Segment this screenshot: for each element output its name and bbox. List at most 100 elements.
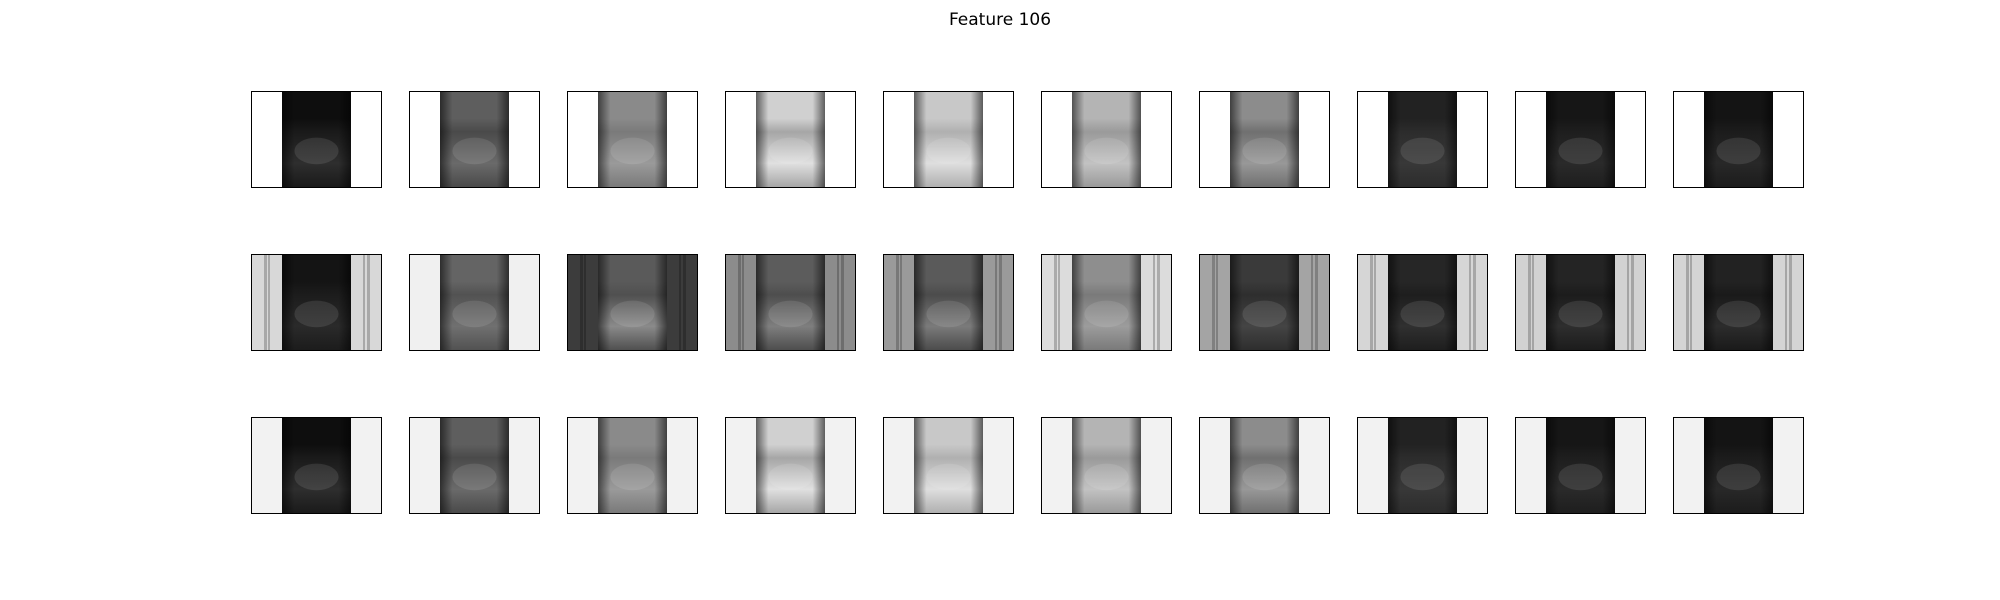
feature-panel <box>409 417 540 514</box>
edge-stripe <box>584 255 586 350</box>
feature-map-image <box>1674 92 1803 187</box>
feature-panel <box>1515 254 1646 351</box>
highlight-blob <box>926 137 971 165</box>
feature-map-image <box>410 255 539 350</box>
edge-stripe <box>742 255 744 350</box>
object-shading <box>1546 92 1615 187</box>
object-shading <box>282 418 351 513</box>
feature-panel <box>1357 254 1488 351</box>
object-shading <box>1704 418 1773 513</box>
edge-stripe <box>367 255 370 350</box>
edge-stripe <box>1153 255 1155 350</box>
highlight-blob <box>1242 463 1287 491</box>
highlight-blob <box>1558 137 1603 165</box>
edge-stripe <box>1785 255 1787 350</box>
edge-stripe <box>1054 255 1057 350</box>
feature-map-image <box>1042 418 1171 513</box>
feature-map-image <box>1358 92 1487 187</box>
highlight-blob <box>1716 137 1761 165</box>
highlight-blob <box>452 463 497 491</box>
feature-panel <box>1673 417 1804 514</box>
highlight-blob <box>1400 137 1445 165</box>
object-shading <box>282 255 351 350</box>
highlight-blob <box>768 463 813 491</box>
feature-map-image <box>1358 255 1487 350</box>
figure-title: Feature 106 <box>948 10 1052 30</box>
object-shading <box>1072 92 1141 187</box>
highlight-blob <box>1558 300 1603 328</box>
feature-map-image <box>252 92 381 187</box>
object-shading <box>914 255 983 350</box>
feature-panel <box>251 417 382 514</box>
feature-map-image <box>1516 92 1645 187</box>
highlight-blob <box>452 300 497 328</box>
highlight-blob <box>1242 300 1287 328</box>
feature-map-image <box>1200 92 1329 187</box>
feature-map-image <box>1042 92 1171 187</box>
feature-map-image <box>252 418 381 513</box>
feature-panel <box>251 91 382 188</box>
edge-stripe <box>1627 255 1629 350</box>
feature-panel <box>883 91 1014 188</box>
feature-panel <box>567 91 698 188</box>
feature-panel <box>567 254 698 351</box>
highlight-blob <box>1558 463 1603 491</box>
object-shading <box>1546 418 1615 513</box>
edge-stripe <box>1789 255 1792 350</box>
edge-stripe <box>738 255 741 350</box>
edge-stripe <box>841 255 844 350</box>
object-shading <box>440 418 509 513</box>
edge-stripe <box>268 255 270 350</box>
feature-map-image <box>1358 418 1487 513</box>
object-shading <box>914 92 983 187</box>
edge-stripe <box>1157 255 1160 350</box>
highlight-blob <box>452 137 497 165</box>
feature-map-image <box>1516 418 1645 513</box>
edge-stripe <box>837 255 839 350</box>
feature-panel <box>1199 254 1330 351</box>
object-shading <box>440 92 509 187</box>
highlight-blob <box>768 300 813 328</box>
edge-stripe <box>683 255 686 350</box>
edge-stripe <box>896 255 899 350</box>
highlight-blob <box>768 137 813 165</box>
feature-panel <box>883 254 1014 351</box>
edge-stripe <box>1469 255 1471 350</box>
feature-map-image <box>726 92 855 187</box>
object-shading <box>756 92 825 187</box>
object-shading <box>1704 92 1773 187</box>
feature-map-image <box>884 92 1013 187</box>
feature-map-image <box>410 92 539 187</box>
edge-stripe <box>1370 255 1373 350</box>
feature-panel <box>725 417 856 514</box>
highlight-blob <box>610 463 655 491</box>
object-shading <box>1230 255 1299 350</box>
edge-stripe <box>679 255 681 350</box>
edge-stripe <box>900 255 902 350</box>
feature-panel <box>725 254 856 351</box>
object-shading <box>756 418 825 513</box>
edge-stripe <box>580 255 583 350</box>
object-shading <box>1072 255 1141 350</box>
edge-stripe <box>1311 255 1313 350</box>
feature-map-image <box>726 255 855 350</box>
feature-panel <box>409 91 540 188</box>
feature-panel <box>883 417 1014 514</box>
feature-map-image <box>1516 255 1645 350</box>
object-shading <box>1388 255 1457 350</box>
object-shading <box>598 92 667 187</box>
highlight-blob <box>294 137 339 165</box>
feature-panel <box>1515 91 1646 188</box>
feature-map-image <box>1674 418 1803 513</box>
highlight-blob <box>1400 300 1445 328</box>
feature-map-image <box>884 418 1013 513</box>
edge-stripe <box>1631 255 1634 350</box>
feature-panel <box>725 91 856 188</box>
highlight-blob <box>926 300 971 328</box>
object-shading <box>1230 418 1299 513</box>
feature-map-image <box>1674 255 1803 350</box>
feature-panel <box>1515 417 1646 514</box>
edge-stripe <box>995 255 997 350</box>
feature-panel <box>1041 254 1172 351</box>
highlight-blob <box>1242 137 1287 165</box>
